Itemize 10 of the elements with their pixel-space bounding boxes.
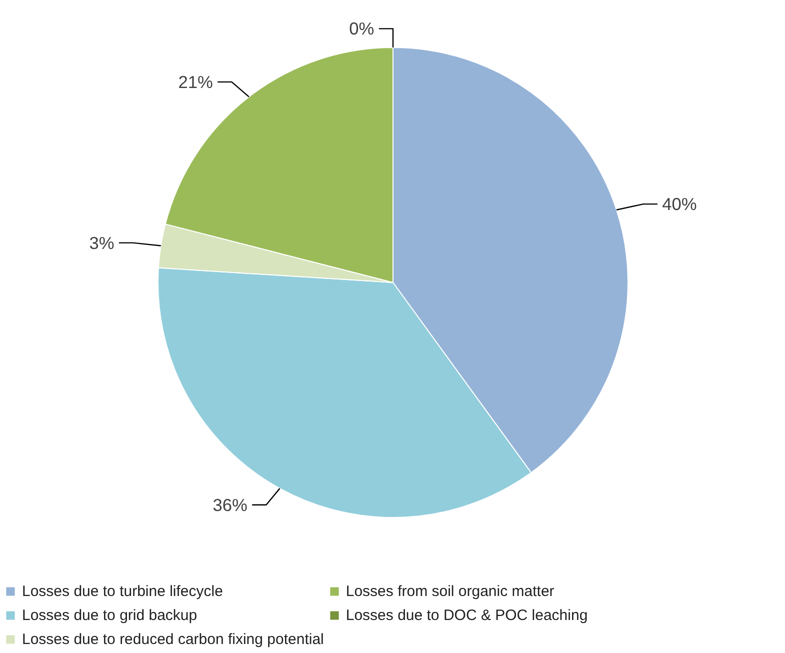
data-label: 36%: [212, 494, 248, 515]
legend-label: Losses from soil organic matter: [346, 582, 554, 601]
legend-label: Losses due to grid backup: [22, 606, 198, 625]
legend-label: Losses due to turbine lifecycle: [22, 582, 223, 601]
legend-label: Losses due to reduced carbon fixing potential: [22, 630, 324, 649]
text: 0%: [349, 18, 374, 39]
data-label: 40%: [662, 194, 697, 214]
data-label: 3%: [89, 232, 114, 253]
data-label: 21%: [178, 72, 213, 92]
legend-label: Losses due to DOC & POC leaching: [346, 606, 588, 625]
